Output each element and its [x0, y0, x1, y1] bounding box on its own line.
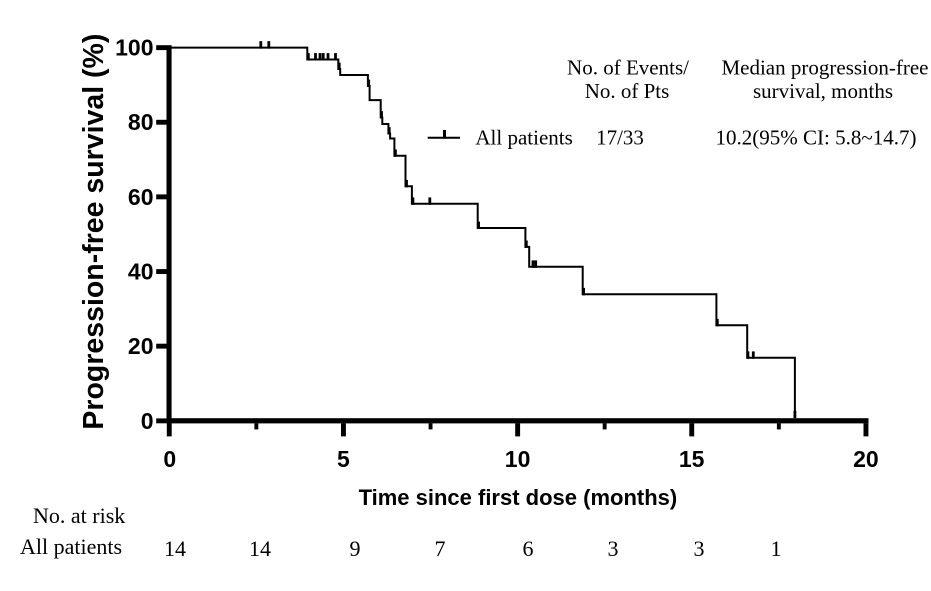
svg-text:0: 0 [141, 408, 154, 434]
svg-text:survival, months: survival, months [753, 79, 893, 103]
svg-text:10.2(95% CI: 5.8~14.7): 10.2(95% CI: 5.8~14.7) [716, 126, 917, 150]
svg-text:100: 100 [115, 35, 153, 61]
svg-text:No. at risk: No. at risk [33, 503, 125, 528]
svg-text:17/33: 17/33 [596, 126, 644, 150]
svg-text:3: 3 [694, 536, 705, 561]
svg-text:15: 15 [679, 446, 705, 472]
svg-text:40: 40 [128, 259, 154, 285]
svg-text:14: 14 [164, 536, 186, 561]
svg-text:0: 0 [163, 446, 176, 472]
svg-text:20: 20 [853, 446, 879, 472]
svg-text:9: 9 [350, 536, 361, 561]
svg-text:20: 20 [128, 333, 154, 359]
svg-text:All patients: All patients [475, 126, 572, 150]
svg-text:Progression-free survival (%): Progression-free survival (%) [78, 34, 110, 430]
svg-text:80: 80 [128, 109, 154, 135]
svg-text:10: 10 [505, 446, 531, 472]
svg-text:7: 7 [435, 536, 446, 561]
svg-text:Time since first dose (months): Time since first dose (months) [359, 485, 678, 510]
svg-text:Median progression-free: Median progression-free [721, 56, 928, 80]
svg-text:3: 3 [608, 536, 619, 561]
svg-text:6: 6 [523, 536, 534, 561]
svg-text:5: 5 [337, 446, 350, 472]
svg-text:No. of Events/: No. of Events/ [567, 56, 689, 80]
svg-text:All patients: All patients [20, 534, 122, 559]
svg-text:1: 1 [771, 536, 782, 561]
svg-text:60: 60 [128, 184, 154, 210]
svg-text:No. of Pts: No. of Pts [585, 79, 670, 103]
svg-text:14: 14 [249, 536, 271, 561]
